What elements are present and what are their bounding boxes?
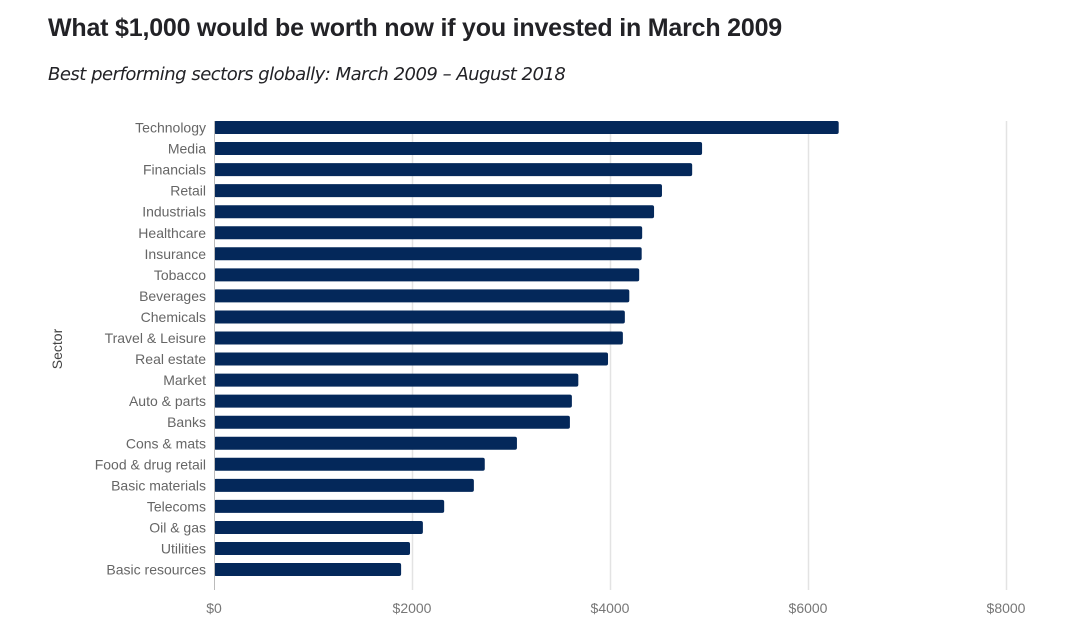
bars — [214, 121, 839, 577]
category-label: Oil & gas — [149, 519, 206, 535]
x-tick-label: $6000 — [789, 600, 828, 616]
category-label: Technology — [135, 120, 206, 136]
category-label: Cons & mats — [126, 435, 206, 451]
bar-basic-materials — [214, 478, 474, 492]
bar-market — [214, 373, 579, 387]
category-label: Industrials — [142, 204, 206, 220]
category-label: Utilities — [161, 541, 206, 557]
bar-retail — [214, 184, 662, 198]
category-label: Market — [163, 372, 206, 388]
bar-cons-mats — [214, 436, 517, 450]
x-tick-labels: $0 $2000 $4000 $6000 $8000 — [206, 600, 1025, 616]
category-label: Auto & parts — [129, 393, 206, 409]
bar-utilities — [214, 542, 411, 555]
category-label: Real estate — [135, 351, 206, 367]
category-label: Retail — [170, 183, 206, 199]
category-label: Financials — [143, 162, 206, 178]
bar-basic-resources — [214, 563, 402, 577]
x-tick-label: $2000 — [393, 600, 432, 616]
bar-oil-gas — [214, 520, 423, 534]
x-tick-label: $0 — [206, 600, 222, 616]
bar-auto-parts — [214, 394, 572, 408]
x-tick-label: $8000 — [987, 600, 1026, 616]
bar-food-drug-retail — [214, 457, 485, 471]
category-labels: Technology Media Financials Retail Industria… — [95, 120, 207, 578]
category-label: Tobacco — [154, 267, 206, 283]
chart-subtitle: Best performing sectors globally: March … — [48, 64, 566, 85]
category-label: Telecoms — [147, 498, 206, 514]
category-label: Media — [168, 141, 206, 157]
bar-insurance — [214, 247, 642, 261]
category-label: Basic materials — [111, 477, 206, 493]
bar-healthcare — [214, 226, 643, 240]
chart-title: What $1,000 would be worth now if you in… — [48, 14, 782, 42]
bar-industrials — [214, 205, 655, 219]
category-label: Banks — [167, 414, 206, 430]
bar-beverages — [214, 289, 630, 303]
bar-media — [214, 142, 703, 156]
category-label: Chemicals — [141, 309, 206, 325]
y-axis-title: Sector — [49, 328, 65, 369]
bar-financials — [214, 163, 693, 177]
category-label: Travel & Leisure — [105, 330, 207, 346]
bar-technology — [214, 121, 839, 134]
bar-real-estate — [214, 352, 609, 366]
bar-tobacco — [214, 268, 640, 282]
category-label: Food & drug retail — [95, 456, 206, 472]
x-tick-label: $4000 — [591, 600, 630, 616]
category-label: Healthcare — [138, 225, 206, 241]
bar-banks — [214, 415, 570, 429]
category-label: Beverages — [139, 288, 206, 304]
bar-telecoms — [214, 499, 445, 513]
bar-chemicals — [214, 310, 625, 324]
category-label: Insurance — [145, 246, 207, 262]
bar-travel-leisure — [214, 331, 623, 345]
category-label: Basic resources — [106, 562, 206, 578]
